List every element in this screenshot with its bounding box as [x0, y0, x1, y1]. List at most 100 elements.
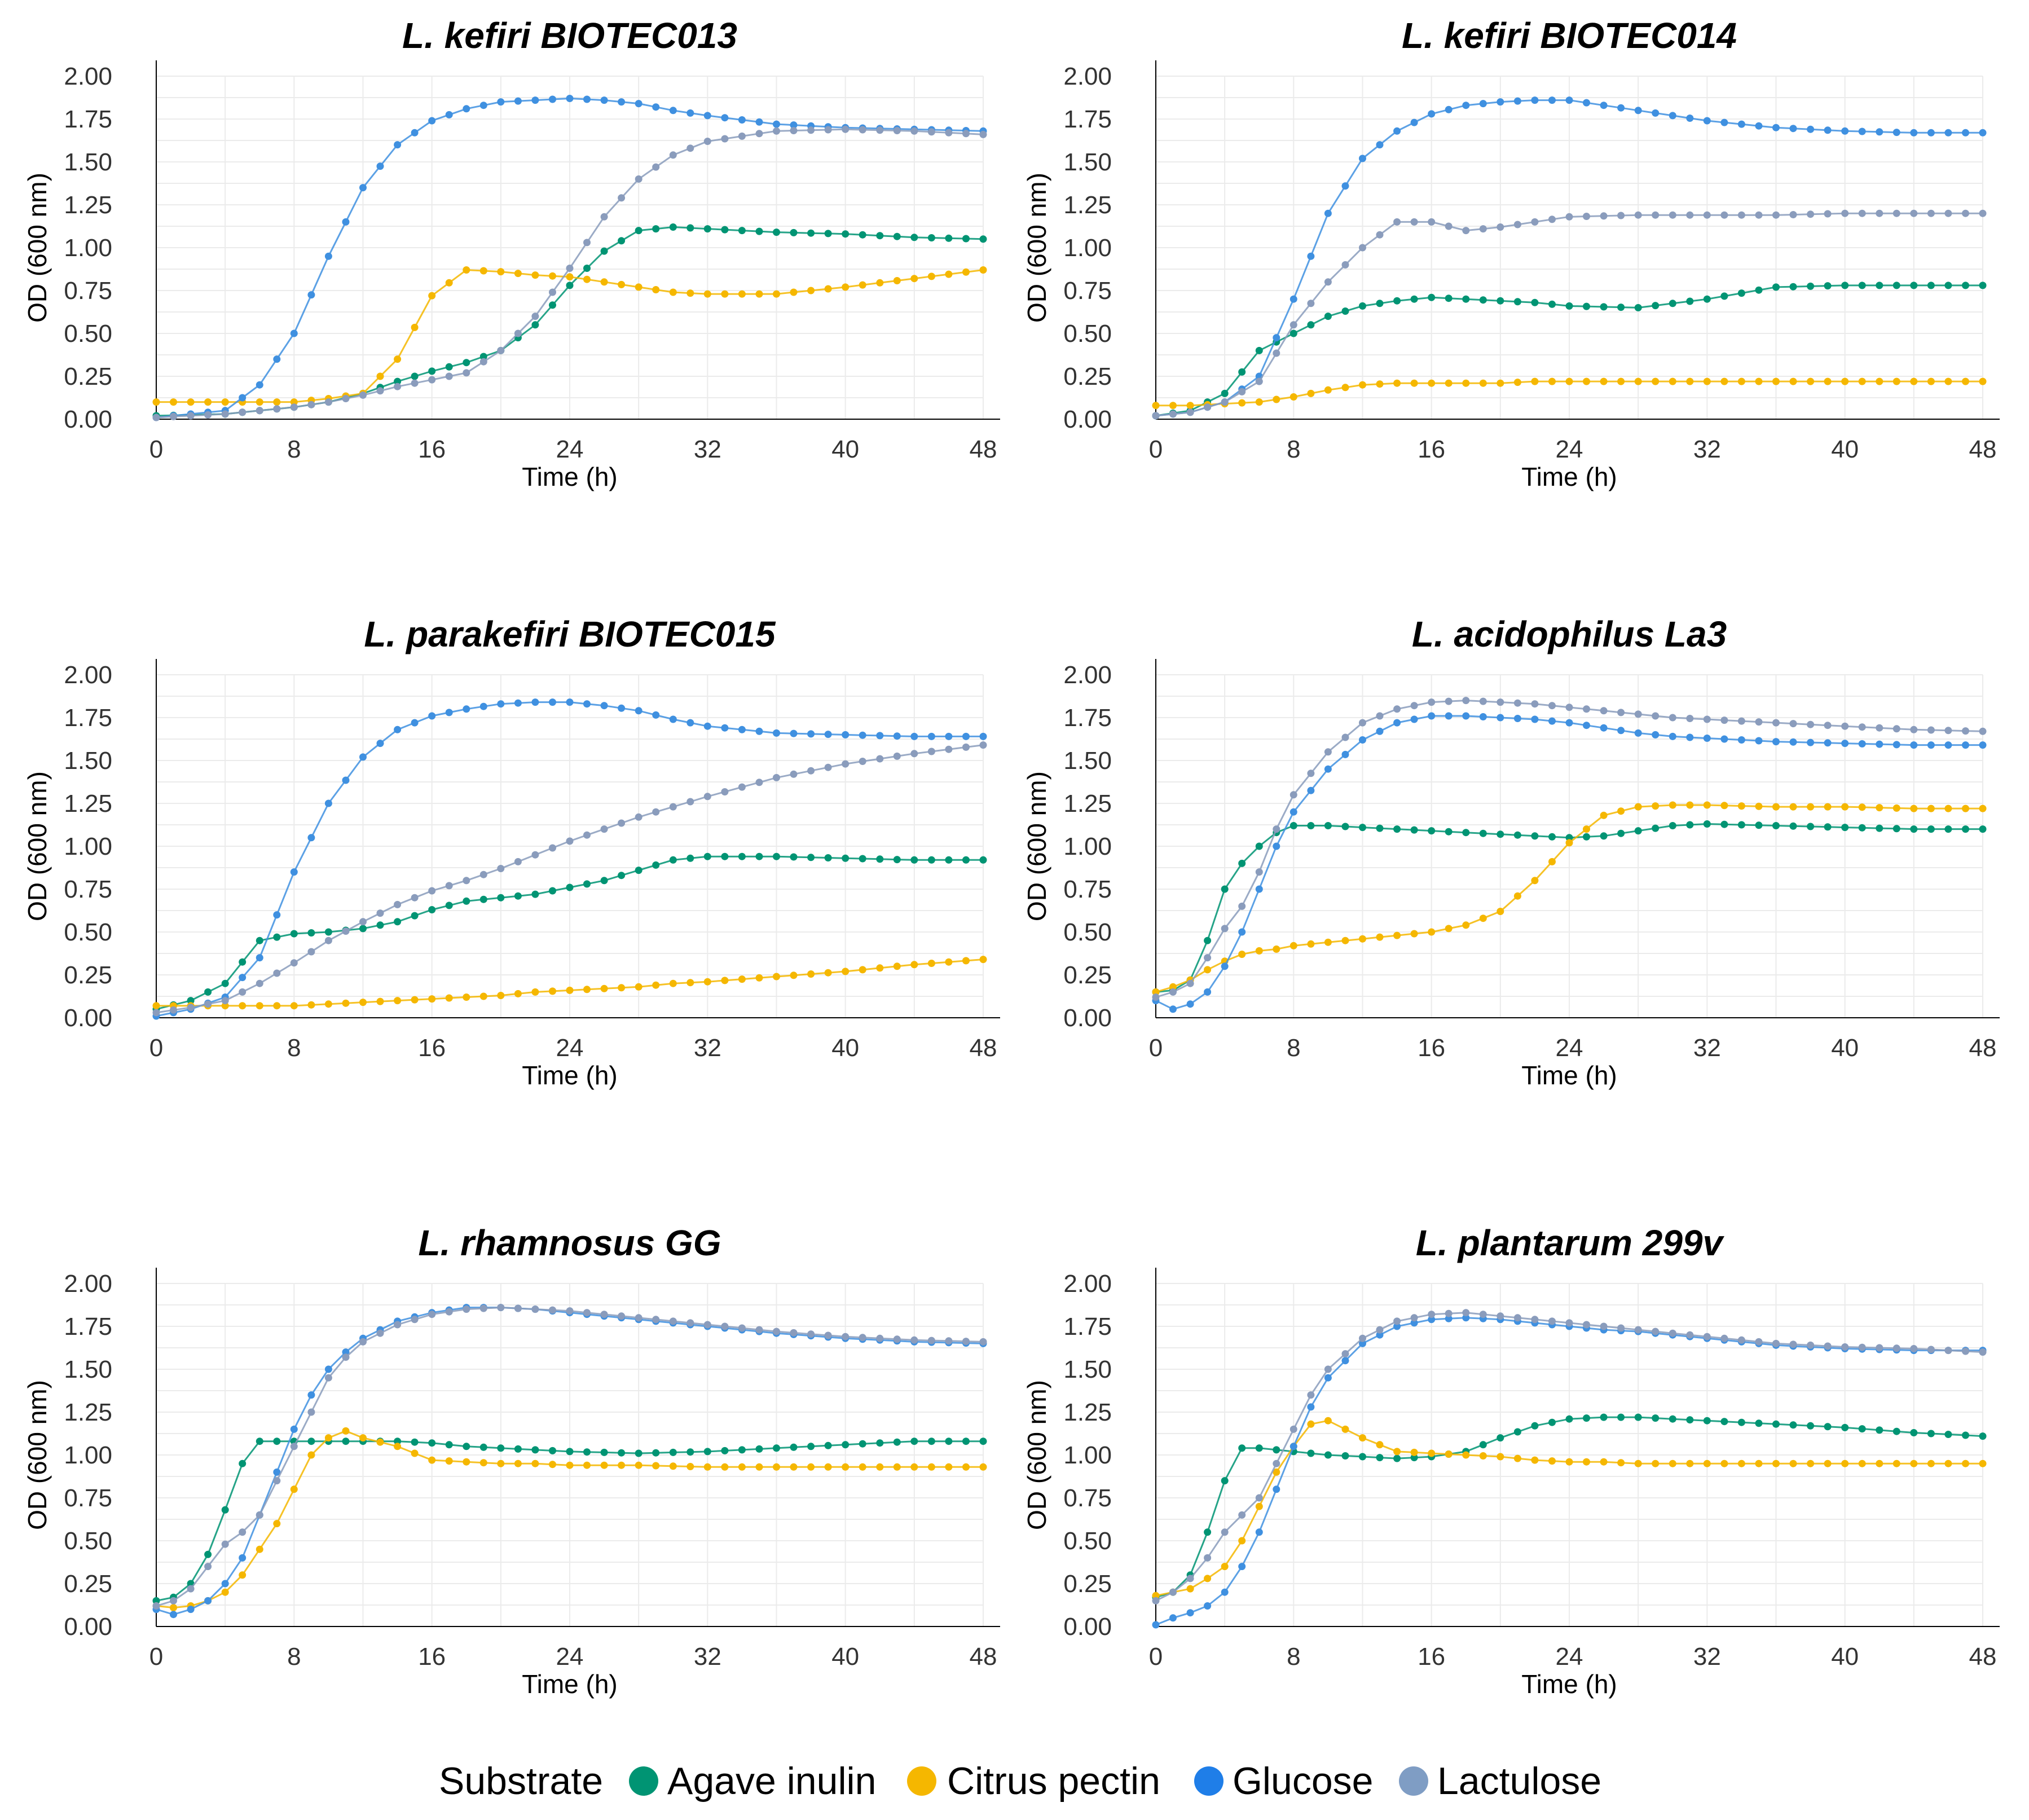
data-point	[342, 999, 350, 1007]
data-point	[1807, 377, 1815, 385]
data-point	[307, 291, 315, 299]
data-point	[1273, 842, 1280, 850]
data-point	[1462, 227, 1470, 235]
data-point	[411, 379, 419, 387]
data-point	[1221, 885, 1229, 893]
data-point	[721, 977, 729, 984]
data-point	[1497, 1453, 1504, 1461]
data-point	[1686, 1459, 1694, 1467]
data-point	[893, 1335, 901, 1343]
data-point	[1548, 96, 1556, 104]
data-point	[1565, 377, 1573, 385]
legend-items: Agave inulin Citrus pectin Glucose Lactulos…	[629, 1760, 1601, 1803]
data-point	[979, 856, 987, 864]
data-point	[600, 247, 608, 255]
data-point	[1565, 839, 1573, 847]
y-axis-label: OD (600 nm)	[23, 173, 52, 323]
data-point	[1892, 804, 1900, 812]
data-point	[790, 853, 798, 861]
data-point	[618, 194, 626, 202]
data-point	[152, 414, 160, 421]
series-glucose	[1152, 96, 1987, 420]
data-point	[1221, 925, 1229, 933]
data-point	[824, 285, 832, 293]
data-point	[514, 329, 522, 337]
data-point	[290, 1002, 298, 1010]
data-point	[1152, 1597, 1160, 1604]
data-point	[1359, 719, 1366, 727]
data-point	[1341, 307, 1349, 315]
data-point	[1289, 942, 1297, 949]
data-point	[1600, 1458, 1608, 1466]
data-point	[1307, 1403, 1315, 1411]
data-point	[721, 1447, 729, 1454]
data-point	[1255, 885, 1263, 893]
data-point	[824, 1331, 832, 1339]
data-point	[152, 1597, 160, 1604]
data-point	[1462, 102, 1470, 109]
data-point	[824, 763, 832, 771]
y-tick-label: 1.00	[1063, 234, 1112, 262]
data-point	[411, 372, 419, 380]
data-point	[600, 1461, 608, 1469]
data-point	[1876, 824, 1883, 832]
data-point	[463, 993, 470, 1001]
data-point	[497, 700, 505, 708]
chart-panel-l-kefiri-biotec013: L. kefiri BIOTEC013 0.00 0.25 0.50 0.75 1.00 1…	[23, 15, 1000, 491]
x-tick-label: 40	[1831, 436, 1859, 463]
data-point	[721, 724, 729, 732]
data-point	[170, 1597, 177, 1604]
data-point	[239, 408, 247, 416]
y-tick-label: 1.50	[1063, 747, 1112, 775]
y-tick-label: 0.00	[1063, 1613, 1112, 1641]
data-point	[1513, 1314, 1521, 1322]
data-point	[411, 129, 419, 137]
data-point	[1548, 1418, 1556, 1426]
data-point	[755, 118, 763, 126]
data-point	[721, 135, 729, 143]
data-point	[755, 290, 763, 298]
data-point	[324, 1000, 332, 1008]
legend-swatch	[1194, 1766, 1223, 1796]
y-tick-label: 1.75	[64, 704, 112, 732]
data-point	[583, 239, 591, 247]
data-point	[514, 1459, 522, 1467]
data-point	[1910, 825, 1918, 833]
data-point	[1600, 303, 1608, 311]
data-point	[1772, 822, 1780, 829]
data-point	[1531, 1456, 1539, 1464]
data-point	[342, 776, 350, 784]
data-point	[1807, 720, 1815, 728]
data-point	[703, 793, 711, 801]
data-point	[1289, 321, 1297, 329]
data-point	[600, 702, 608, 710]
data-point	[773, 127, 780, 135]
data-point	[876, 732, 884, 740]
data-point	[859, 855, 866, 863]
x-axis-label: Time (h)	[522, 462, 618, 491]
data-point	[876, 126, 884, 134]
data-point	[755, 1445, 763, 1453]
data-point	[1376, 141, 1384, 149]
data-point	[1513, 715, 1521, 722]
data-point	[1703, 1459, 1711, 1467]
data-point	[1289, 295, 1297, 303]
data-point	[359, 184, 367, 192]
data-point	[290, 1485, 298, 1493]
data-point	[635, 813, 642, 821]
data-point	[738, 116, 746, 124]
data-point	[1462, 295, 1470, 303]
data-point	[635, 227, 642, 235]
data-point	[945, 745, 953, 753]
data-point	[1927, 282, 1935, 289]
data-point	[497, 346, 505, 354]
data-point	[790, 1443, 798, 1451]
x-tick-label: 24	[556, 1034, 584, 1062]
data-point	[566, 698, 574, 706]
data-point	[1617, 1413, 1625, 1421]
data-point	[1393, 825, 1401, 833]
data-point	[445, 372, 453, 380]
data-point	[1341, 261, 1349, 269]
data-point	[290, 398, 298, 406]
data-point	[1634, 729, 1642, 737]
